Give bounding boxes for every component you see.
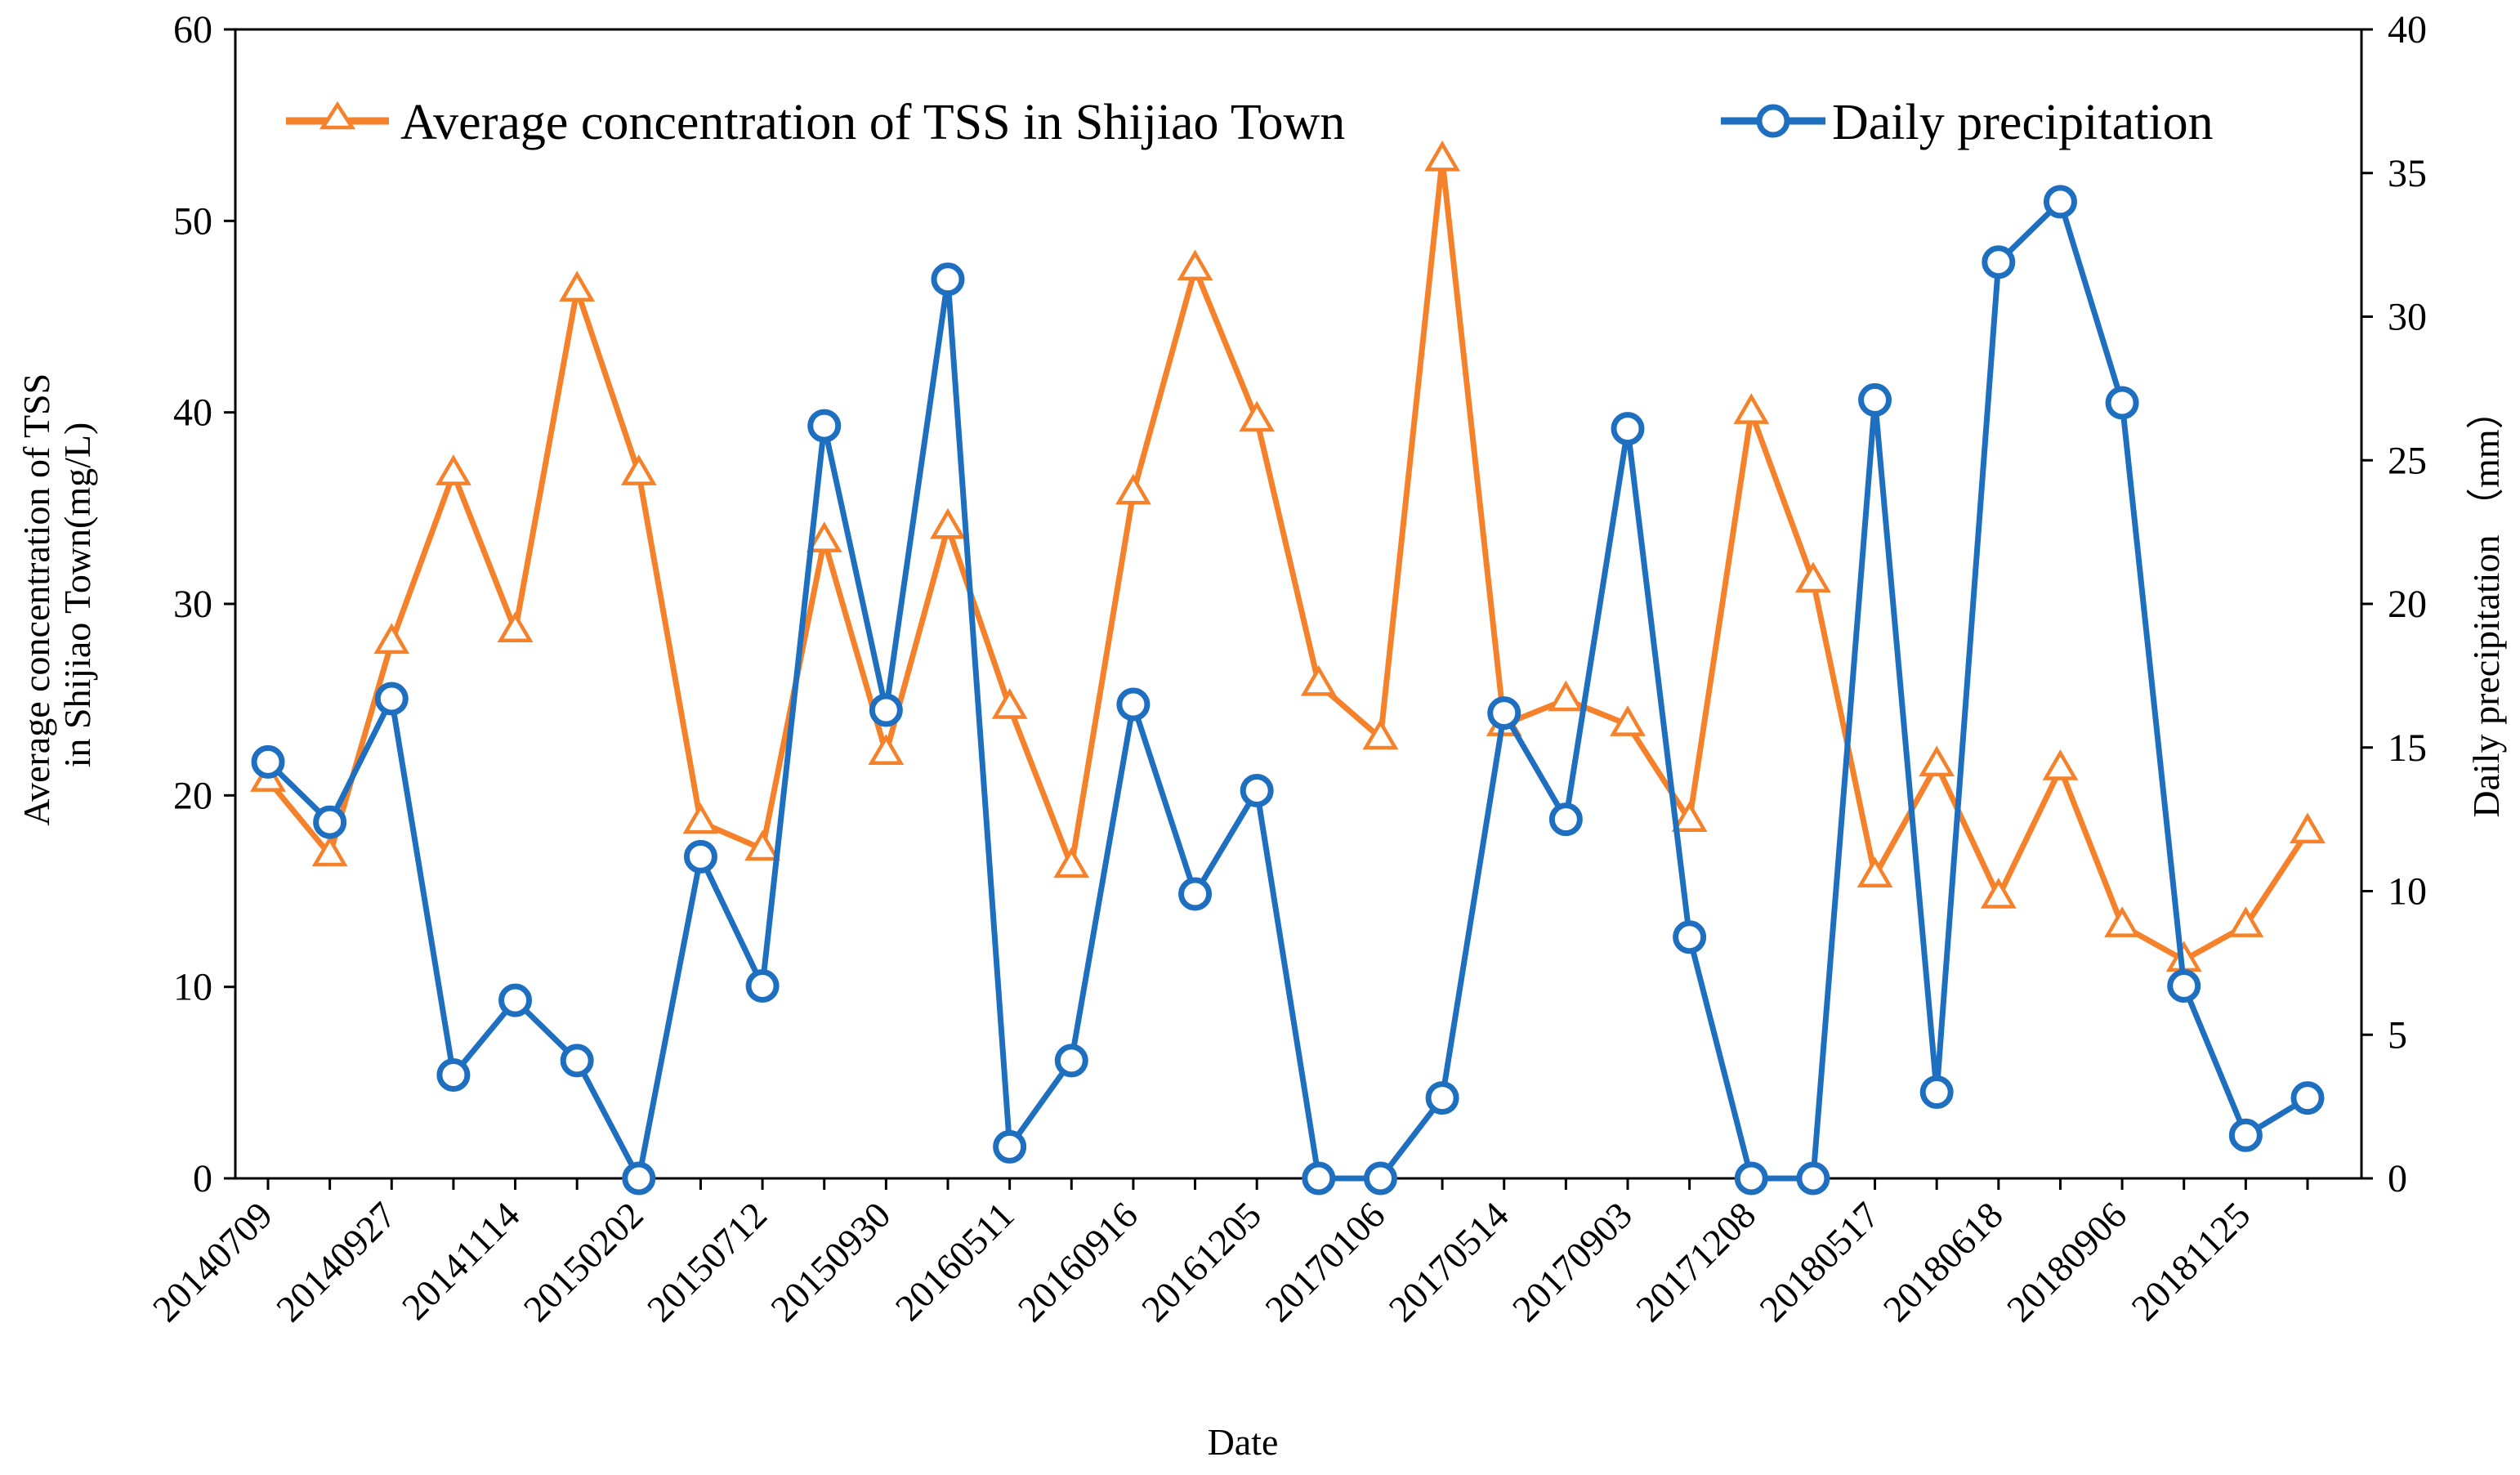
series-precipitation-group <box>251 185 2325 1196</box>
precipitation-point <box>1673 920 1707 954</box>
tss-point <box>1980 878 2017 909</box>
tss-point <box>2042 749 2079 780</box>
tss-point <box>311 835 348 867</box>
precipitation-point <box>2290 1081 2325 1115</box>
legend-precip-label: Daily precipitation <box>1832 95 2214 150</box>
tss-point <box>682 802 719 834</box>
precipitation-point <box>1363 1161 1397 1196</box>
tss-point <box>1177 249 1213 281</box>
left-tick-label: 50 <box>173 199 212 243</box>
tss-line <box>266 156 2310 963</box>
left-axis-title-line-1: Average concentration of TSS <box>16 373 57 826</box>
right-tick-label: 10 <box>2388 870 2427 914</box>
tss-point <box>744 829 780 861</box>
precipitation-point <box>1240 773 1274 807</box>
precipitation-point <box>1734 1161 1768 1196</box>
precipitation-point <box>1858 382 1892 417</box>
tss-point <box>1671 801 1708 833</box>
left-axis-title-line-2: in Shijiao Town(mg/L) <box>56 422 98 768</box>
tss-point <box>1239 400 1276 432</box>
tss-point <box>930 507 966 539</box>
right-tick-label: 0 <box>2388 1157 2407 1200</box>
precipitation-point <box>1425 1081 1459 1115</box>
precipitation-point <box>436 1057 471 1092</box>
tss-point <box>806 521 842 552</box>
precipitation-point <box>560 1044 594 1078</box>
precipitation-point <box>1611 412 1645 446</box>
precipitation-point <box>1302 1161 1336 1196</box>
left-tick-label: 60 <box>173 8 212 51</box>
tss-point <box>2104 906 2140 937</box>
left-tick-label: 20 <box>173 774 212 817</box>
tss-point <box>2227 906 2264 937</box>
precipitation-point <box>745 968 780 1003</box>
tss-point <box>1733 393 1770 424</box>
precipitation-point <box>1487 696 1521 731</box>
tss-point <box>1856 856 1893 888</box>
right-tick-label: 20 <box>2388 583 2427 626</box>
legend-precip-marker <box>1756 104 1790 138</box>
precipitation-point <box>1548 802 1583 837</box>
left-axis: 0 10 20 30 40 50 60 <box>173 8 235 1200</box>
precipitation-point <box>807 409 842 443</box>
tss-point <box>868 734 905 766</box>
tss-point <box>1362 718 1399 750</box>
tss-point <box>2290 812 2326 844</box>
tss-point <box>373 623 410 655</box>
precipitation-line <box>266 199 2309 1182</box>
legend: Average concentration of TSS in Shijiao … <box>286 95 2214 150</box>
precipitation-point <box>1178 877 1213 911</box>
precipitation-point <box>931 262 965 297</box>
tss-point <box>436 454 471 485</box>
tss-point <box>620 454 657 485</box>
left-tick-label: 10 <box>173 966 212 1009</box>
tss-point <box>1300 664 1337 696</box>
tss-point <box>1795 561 1831 593</box>
tss-point <box>991 688 1028 719</box>
right-tick-label: 35 <box>2388 152 2427 195</box>
legend-tss-marker <box>319 101 356 130</box>
precipitation-point <box>622 1161 656 1196</box>
precipitation-point <box>498 983 533 1017</box>
right-axis-title: Daily precipitation （mm） <box>2465 391 2507 817</box>
legend-tss-label: Average concentration of TSS in Shijiao … <box>400 95 1345 150</box>
tss-point <box>559 270 596 302</box>
precipitation-point <box>1982 245 2016 279</box>
x-axis-title: Date <box>1208 1421 1279 1463</box>
right-tick-label: 15 <box>2388 726 2427 770</box>
precipitation-point <box>374 682 409 716</box>
precipitation-point <box>1796 1161 1830 1196</box>
precipitation-point <box>683 839 717 874</box>
precipitation-point <box>2167 968 2201 1003</box>
precipitation-point <box>993 1129 1027 1164</box>
precipitation-point <box>869 693 903 727</box>
tss-point <box>1548 680 1584 712</box>
precipitation-point <box>1116 687 1151 722</box>
tss-point <box>1610 705 1646 736</box>
right-tick-label: 30 <box>2388 296 2427 339</box>
precipitation-point <box>2228 1118 2263 1152</box>
precipitation-point <box>251 744 285 779</box>
precipitation-point <box>1919 1075 1954 1110</box>
right-tick-label: 25 <box>2388 439 2427 482</box>
left-tick-label: 30 <box>173 583 212 626</box>
tss-point <box>497 611 534 643</box>
left-tick-label: 40 <box>173 391 212 435</box>
left-tick-label: 0 <box>193 1157 212 1200</box>
tss-point <box>1424 140 1460 172</box>
tss-point <box>1115 473 1151 505</box>
precipitation-point <box>313 805 347 839</box>
right-axis: 0 5 10 15 20 25 30 35 40 <box>2361 8 2427 1200</box>
tss-point <box>1053 847 1090 878</box>
tss-point <box>1919 745 1955 777</box>
left-axis-title: Average concentration of TSS in Shijiao … <box>16 364 98 825</box>
precipitation-point <box>2105 386 2139 420</box>
right-tick-label: 5 <box>2388 1013 2407 1057</box>
precipitation-point <box>1054 1044 1088 1078</box>
precipitation-point <box>2043 185 2077 219</box>
right-tick-label: 40 <box>2388 8 2427 51</box>
